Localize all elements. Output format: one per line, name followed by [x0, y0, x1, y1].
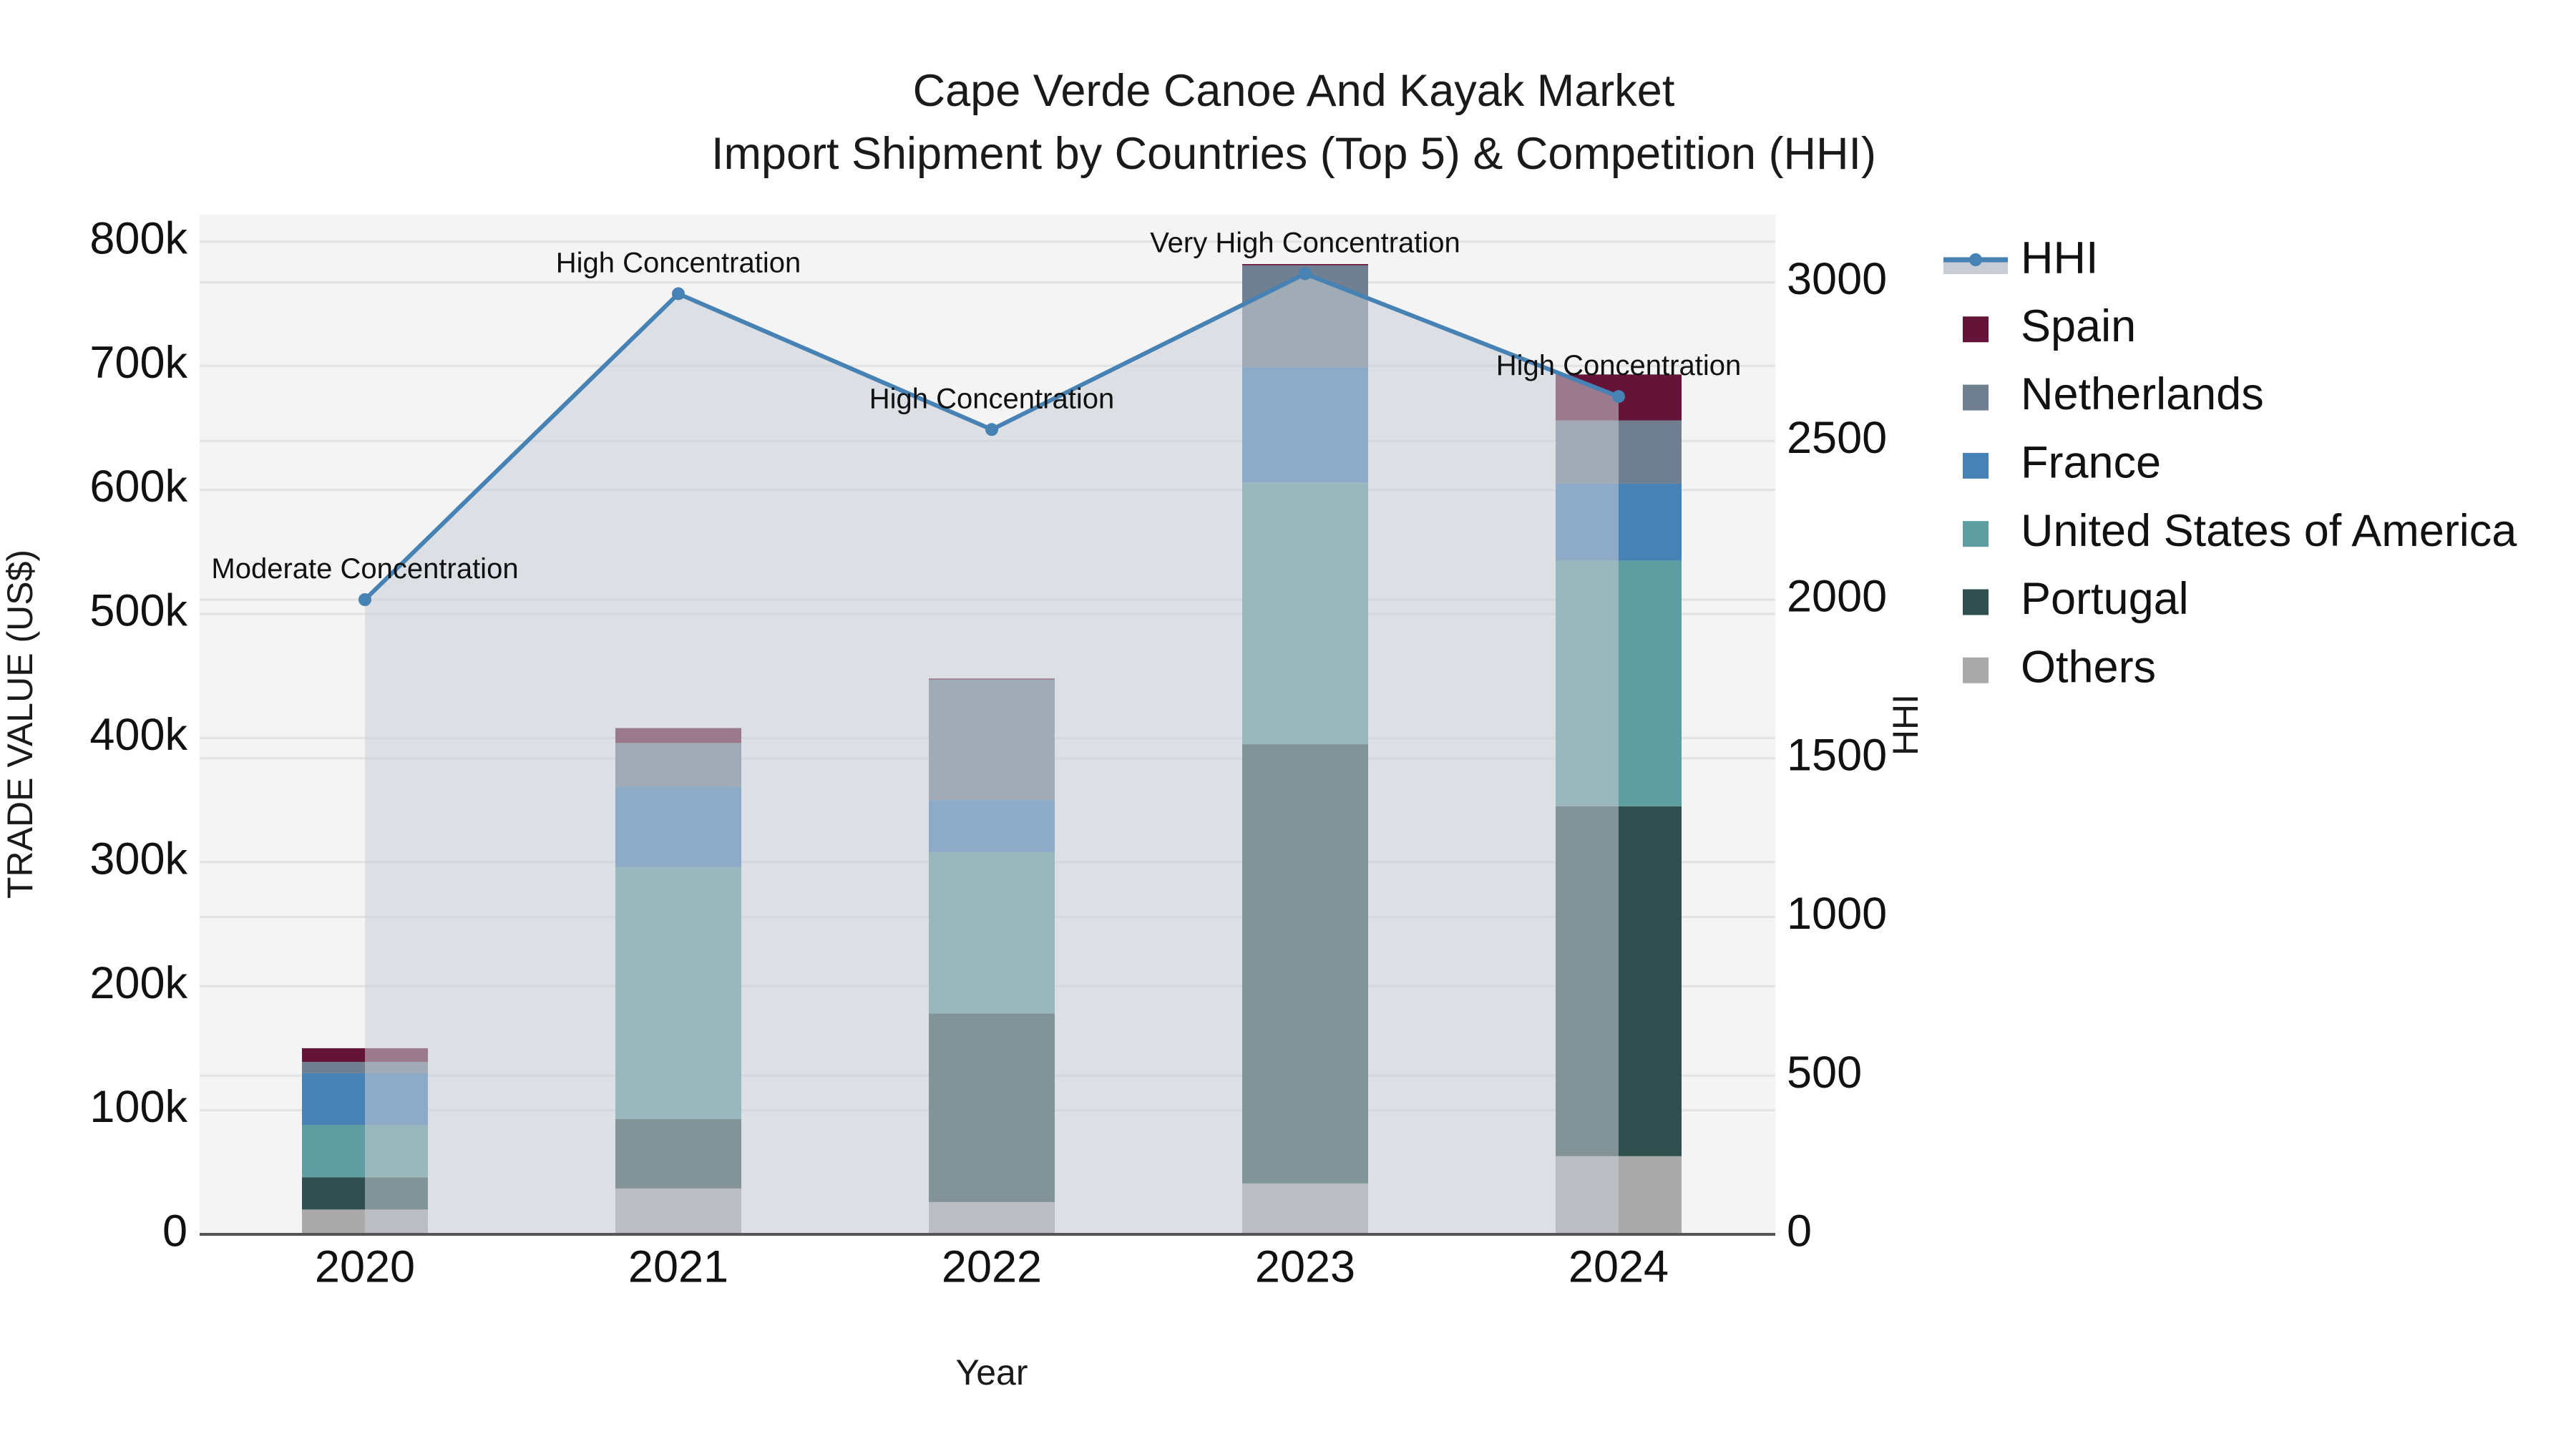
x-tick-label: 2020 [315, 1242, 415, 1292]
legend-item-portugal[interactable]: Portugal [1963, 574, 2189, 624]
bar-segment-spain[interactable] [1242, 264, 1368, 265]
y2-tick-label: 1500 [1787, 730, 1887, 780]
hhi-area-fill [365, 273, 1619, 1234]
y-tick-label: 800k [89, 213, 187, 263]
legend-label: France [2021, 438, 2161, 488]
hhi-point[interactable] [358, 593, 371, 606]
legend-item-spain[interactable]: Spain [1963, 301, 2136, 351]
y-tick-label: 500k [89, 586, 187, 636]
x-tick-label: 2021 [628, 1242, 728, 1292]
y-tick-label: 0 [162, 1206, 187, 1257]
x-tick-label: 2024 [1568, 1242, 1669, 1292]
y-axis-title: TRADE VALUE (US$) [0, 550, 40, 899]
legend-label: HHI [2021, 233, 2099, 283]
legend-color-swatch [1963, 384, 1989, 411]
x-tick-label: 2023 [1255, 1242, 1355, 1292]
y2-tick-label: 3000 [1787, 254, 1887, 304]
hhi-markers [358, 267, 1625, 606]
legend-item-others[interactable]: Others [1963, 642, 2156, 692]
hhi-point[interactable] [672, 287, 685, 301]
legend-area-swatch [1943, 260, 2008, 274]
legend-item-france[interactable]: France [1963, 438, 2161, 488]
x-axis-ticks: 2020 2021 2022 2023 2024 [315, 1242, 1669, 1292]
chart-subtitle: Import Shipment by Countries (Top 5) & C… [711, 129, 1876, 179]
y2-tick-label: 500 [1787, 1048, 1862, 1098]
y2-tick-label: 1000 [1787, 889, 1887, 939]
legend-item-united-states-of-america[interactable]: United States of America [1963, 506, 2517, 556]
legend-color-swatch [1963, 589, 1989, 615]
legend-color-swatch [1963, 316, 1989, 343]
y2-tick-label: 2000 [1787, 572, 1887, 622]
legend-label: Others [2021, 642, 2156, 692]
legend-item-netherlands[interactable]: Netherlands [1963, 369, 2264, 419]
hhi-annotation: High Concentration [556, 247, 801, 278]
hhi-point[interactable] [1299, 267, 1312, 280]
y2-axis-title: HHI [1885, 694, 1926, 756]
legend-label: Spain [2021, 301, 2136, 351]
legend-label: Portugal [2021, 574, 2189, 624]
y-tick-label: 600k [89, 462, 187, 512]
y-tick-label: 200k [89, 958, 187, 1008]
hhi-point[interactable] [985, 423, 998, 436]
legend-color-swatch [1963, 452, 1989, 479]
y-tick-label: 300k [89, 834, 187, 884]
legend: HHI Spain Netherlands France United States o… [1943, 233, 2517, 692]
hhi-annotation: Very High Concentration [1150, 228, 1460, 259]
annotations-layer: Moderate Concentration High Concentration… [211, 228, 1741, 585]
right-y-axis-ticks: 0 500 1000 1500 2000 2500 3000 [1787, 254, 1887, 1257]
y-tick-label: 400k [89, 710, 187, 760]
left-y-axis-ticks: 0 100k 200k 300k 400k 500k 600k 700k 800k [89, 213, 187, 1256]
x-axis-title: Year [955, 1352, 1028, 1392]
hhi-annotation: High Concentration [869, 383, 1114, 414]
legend-marker-swatch [1969, 253, 1982, 266]
y2-tick-label: 2500 [1787, 413, 1887, 463]
legend-color-swatch [1963, 657, 1989, 683]
y2-tick-label: 0 [1787, 1206, 1812, 1257]
legend-item-hhi[interactable]: HHI [1943, 233, 2099, 283]
legend-color-swatch [1963, 521, 1989, 547]
legend-label: United States of America [2021, 506, 2517, 556]
hhi-point[interactable] [1612, 390, 1625, 404]
chart-title: Cape Verde Canoe And Kayak Market [913, 66, 1675, 116]
legend-label: Netherlands [2021, 369, 2264, 419]
hhi-annotation: High Concentration [1496, 350, 1741, 381]
hhi-annotation: Moderate Concentration [211, 553, 518, 585]
y-tick-label: 700k [89, 338, 187, 388]
x-tick-label: 2022 [942, 1242, 1042, 1292]
y-tick-label: 100k [89, 1082, 187, 1132]
